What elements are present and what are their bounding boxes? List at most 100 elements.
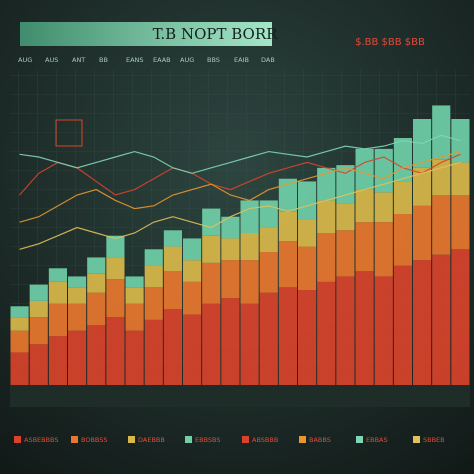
line-series	[19, 134, 461, 174]
legend-label: BABBS	[309, 436, 331, 444]
bar-segment	[432, 254, 451, 385]
bar-segment	[125, 287, 144, 304]
bar-segment	[48, 268, 67, 282]
chart-title: T.B NOPT BORR	[153, 25, 279, 43]
bar-segment	[451, 119, 470, 163]
bar-segment	[163, 230, 182, 247]
bar-segment	[278, 178, 297, 212]
legend-label: DAEBBB	[138, 436, 165, 444]
legend-swatch	[71, 436, 78, 443]
bar-segment	[278, 211, 297, 242]
bar-segment	[298, 181, 317, 220]
bar-segment	[317, 281, 336, 385]
bar-segment	[68, 330, 87, 385]
bar-segment	[10, 317, 29, 331]
bar-segment	[106, 317, 125, 385]
bar-segment	[29, 284, 48, 301]
bar-segment	[278, 287, 297, 385]
bar-segment	[317, 200, 336, 233]
legend-label: SBBEB	[423, 436, 445, 444]
annotation: BB	[99, 56, 108, 64]
bar-segment	[240, 200, 259, 233]
bar-segment	[202, 208, 221, 236]
line-series	[19, 161, 461, 250]
bar-segment	[336, 165, 355, 204]
bar-segment	[413, 205, 432, 261]
annotation: ANT	[72, 56, 85, 64]
bar-segment	[144, 249, 163, 266]
bar-segment	[29, 300, 48, 318]
bar-segment	[393, 181, 412, 214]
frame-decoration	[55, 119, 83, 147]
bar-segment	[125, 276, 144, 288]
legend-swatch	[185, 436, 192, 443]
bar-segment	[413, 260, 432, 385]
bar-segment	[355, 222, 374, 271]
bar-segment	[183, 314, 202, 385]
bar-segment	[87, 292, 106, 326]
bar-segment	[106, 279, 125, 318]
bar-segment	[221, 298, 240, 385]
bar-segment	[106, 235, 125, 258]
bar-segment	[432, 105, 451, 160]
bar-segment	[68, 287, 87, 304]
bar-segment	[202, 303, 221, 385]
bar-segment	[202, 235, 221, 263]
bar-segment	[317, 233, 336, 282]
bar-segment	[163, 271, 182, 309]
bar-segment	[240, 260, 259, 304]
bar-segment	[240, 303, 259, 385]
bar-segment	[10, 352, 29, 385]
legend-label: ABSBBB	[252, 436, 278, 444]
bar-segment	[393, 214, 412, 266]
bar-segment	[221, 216, 240, 239]
bar-segment	[125, 330, 144, 385]
bar-segment	[259, 252, 278, 293]
legend-swatch	[356, 436, 363, 443]
bar-segment	[317, 167, 336, 201]
bar-segment	[355, 189, 374, 223]
annotation: BBS	[207, 56, 220, 64]
bar-segment	[68, 276, 87, 288]
bar-segment	[29, 317, 48, 345]
bar-segment	[451, 195, 470, 250]
bar-segment	[393, 138, 412, 182]
bar-segment	[48, 336, 67, 385]
legend-label: EBBAS	[366, 436, 388, 444]
bar-segment	[106, 257, 125, 280]
bar-segment	[451, 162, 470, 195]
line-series	[19, 150, 461, 223]
annotation: EAAB	[153, 56, 171, 64]
bar-segment	[413, 167, 432, 206]
bar-segment	[144, 287, 163, 320]
bar-segment	[259, 292, 278, 385]
bar-segment	[87, 257, 106, 274]
bar-segment	[221, 260, 240, 299]
annotation: AUS	[45, 56, 58, 64]
bar-segment	[298, 219, 317, 247]
axis-band	[10, 385, 470, 407]
bar-segment	[432, 195, 451, 255]
bar-segment	[10, 306, 29, 318]
bar-segment	[355, 148, 374, 190]
line-series	[19, 153, 461, 196]
bar-segment	[298, 246, 317, 290]
bar-segment	[10, 330, 29, 353]
bar-segment	[451, 249, 470, 385]
legend-swatch	[242, 436, 249, 443]
bar-segment	[87, 273, 106, 293]
bar-segment	[144, 319, 163, 385]
bar-segment	[163, 309, 182, 385]
bar-segment	[163, 246, 182, 271]
legend-label: BOBBSS	[81, 436, 108, 444]
bar-segment	[183, 260, 202, 282]
bar-segment	[259, 227, 278, 252]
bar-segment	[48, 281, 67, 304]
legend-swatch	[299, 436, 306, 443]
bar-segment	[374, 276, 393, 385]
bar-segment	[393, 265, 412, 385]
bar-segment	[278, 241, 297, 288]
legend-swatch	[413, 436, 420, 443]
bar-segment	[298, 290, 317, 385]
